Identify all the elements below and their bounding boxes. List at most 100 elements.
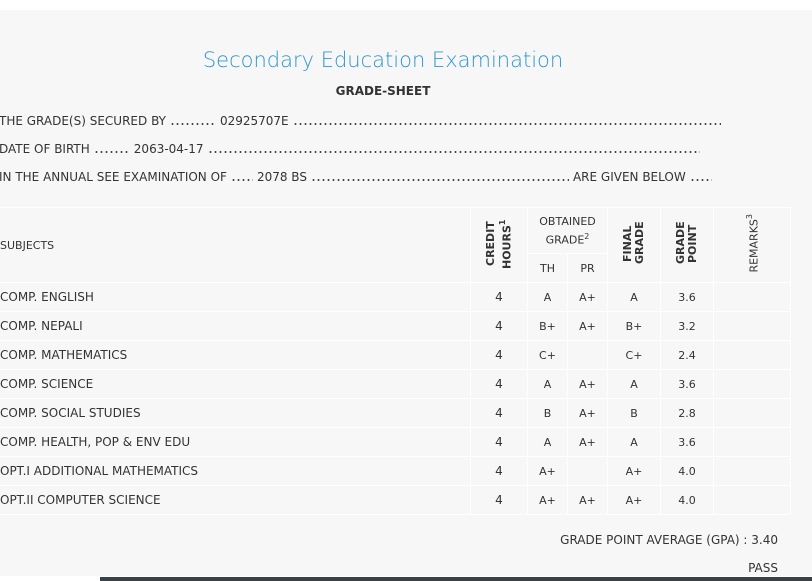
detail-value: 02925707E <box>219 114 289 128</box>
detail-label: DATE OF BIRTH <box>0 142 90 156</box>
theory-grade: A <box>527 369 568 399</box>
final-grade: A <box>607 427 661 457</box>
detail-label: THE GRADE(S) SECURED BY <box>0 114 166 128</box>
detail-line: THE GRADE(S) SECURED BY 02925707E <box>0 114 721 128</box>
remarks-cell <box>713 398 791 428</box>
subject: OPT.II COMPUTER SCIENCE <box>0 485 471 515</box>
practical-grade: A+ <box>567 369 608 399</box>
practical-grade <box>567 340 608 370</box>
grade-point: 3.6 <box>660 427 714 457</box>
footnote-mark: 1 <box>497 218 507 225</box>
remarks-cell <box>713 485 791 515</box>
final-grade: A+ <box>607 485 661 515</box>
table-row: COMP. HEALTH, POP & ENV EDU 4 A A+ A 3.6 <box>0 427 791 457</box>
column-header: PR <box>567 253 608 283</box>
table-row: COMP. MATHEMATICS 4 C+ C+ 2.4 <box>0 340 791 370</box>
grade-point: 4.0 <box>660 456 714 486</box>
credit-hours: 4 <box>470 340 528 370</box>
column-header: OBTAINED GRADE2 <box>527 207 608 254</box>
practical-grade: A+ <box>567 485 608 515</box>
footnote-mark: 3 <box>744 214 754 220</box>
column-header: TH <box>527 253 568 283</box>
theory-grade: A+ <box>527 456 568 486</box>
table-row: COMP. SOCIAL STUDIES 4 B A+ B 2.8 <box>0 398 791 428</box>
detail-suffix: ARE GIVEN BELOW <box>572 170 686 184</box>
subject: COMP. HEALTH, POP & ENV EDU <box>0 427 471 457</box>
grade-point: 3.6 <box>660 282 714 312</box>
header-text: GRADE POINT <box>674 220 699 264</box>
credit-hours: 4 <box>470 427 528 457</box>
practical-grade: A+ <box>567 398 608 428</box>
final-grade: B+ <box>607 311 661 341</box>
final-grade: A <box>607 282 661 312</box>
credit-hours: 4 <box>470 311 528 341</box>
practical-grade: A+ <box>567 427 608 457</box>
bottom-bar <box>100 577 812 581</box>
header-text: OBTAINED GRADE <box>539 214 596 247</box>
table-row: OPT.I ADDITIONAL MATHEMATICS 4 A+ A+ 4.0 <box>0 456 791 486</box>
detail-line: IN THE ANNUAL SEE EXAMINATION OF 2078 BS… <box>0 170 712 184</box>
remarks-cell <box>713 282 791 312</box>
subject: COMP. NEPALI <box>0 311 471 341</box>
credit-hours: 4 <box>470 485 528 515</box>
column-header: SUBJECTS <box>0 207 471 283</box>
final-grade: A <box>607 369 661 399</box>
gpa-line: GRADE POINT AVERAGE (GPA) : 3.40 <box>560 533 778 547</box>
detail-value: 2063-04-17 <box>133 142 204 156</box>
column-header: GRADE POINT <box>660 207 714 283</box>
practical-grade: A+ <box>567 311 608 341</box>
remarks-cell <box>713 456 791 486</box>
header-text: REMARKS <box>747 219 761 273</box>
footnote-mark: 2 <box>584 231 590 241</box>
remarks-cell <box>713 311 791 341</box>
credit-hours: 4 <box>470 456 528 486</box>
column-header: FINAL GRADE <box>607 207 661 283</box>
remarks-cell <box>713 369 791 399</box>
theory-grade: B+ <box>527 311 568 341</box>
table-row: COMP. SCIENCE 4 A A+ A 3.6 <box>0 369 791 399</box>
grade-table: SUBJECTS CREDIT HOURS1 OBTAINED GRADE2 F… <box>0 207 791 515</box>
theory-grade: C+ <box>527 340 568 370</box>
final-grade: C+ <box>607 340 661 370</box>
grade-sheet: Secondary Education Examination GRADE-SH… <box>0 10 812 576</box>
subject: COMP. MATHEMATICS <box>0 340 471 370</box>
practical-grade: A+ <box>567 282 608 312</box>
detail-line: DATE OF BIRTH 2063-04-17 <box>0 142 700 156</box>
header-text: FINAL GRADE <box>621 220 646 264</box>
gpa-value: 3.40 <box>751 533 778 547</box>
grade-point: 4.0 <box>660 485 714 515</box>
subject: OPT.I ADDITIONAL MATHEMATICS <box>0 456 471 486</box>
detail-value: 2078 BS <box>256 170 307 184</box>
table-row: COMP. ENGLISH 4 A A+ A 3.6 <box>0 282 791 312</box>
remarks-cell <box>713 427 791 457</box>
column-header: REMARKS3 <box>713 207 791 283</box>
grade-point: 3.6 <box>660 369 714 399</box>
final-grade: A+ <box>607 456 661 486</box>
remarks-cell <box>713 340 791 370</box>
grade-point: 3.2 <box>660 311 714 341</box>
credit-hours: 4 <box>470 398 528 428</box>
subject: COMP. ENGLISH <box>0 282 471 312</box>
table-row: COMP. NEPALI 4 B+ A+ B+ 3.2 <box>0 311 791 341</box>
subtitle: GRADE-SHEET <box>335 84 431 98</box>
grade-point: 2.8 <box>660 398 714 428</box>
practical-grade <box>567 456 608 486</box>
subject: COMP. SCIENCE <box>0 369 471 399</box>
final-grade: B <box>607 398 661 428</box>
theory-grade: A+ <box>527 485 568 515</box>
subject: COMP. SOCIAL STUDIES <box>0 398 471 428</box>
title: Secondary Education Examination <box>202 48 564 72</box>
detail-label: IN THE ANNUAL SEE EXAMINATION OF <box>0 170 227 184</box>
theory-grade: A <box>527 427 568 457</box>
header-text: CREDIT HOURS <box>483 221 514 269</box>
theory-grade: B <box>527 398 568 428</box>
theory-grade: A <box>527 282 568 312</box>
credit-hours: 4 <box>470 282 528 312</box>
column-header: CREDIT HOURS1 <box>470 207 528 283</box>
credit-hours: 4 <box>470 369 528 399</box>
table-row: OPT.II COMPUTER SCIENCE 4 A+ A+ A+ 4.0 <box>0 485 791 515</box>
result: PASS <box>748 561 778 575</box>
grade-point: 2.4 <box>660 340 714 370</box>
gpa-label: GRADE POINT AVERAGE (GPA) : <box>560 533 748 547</box>
